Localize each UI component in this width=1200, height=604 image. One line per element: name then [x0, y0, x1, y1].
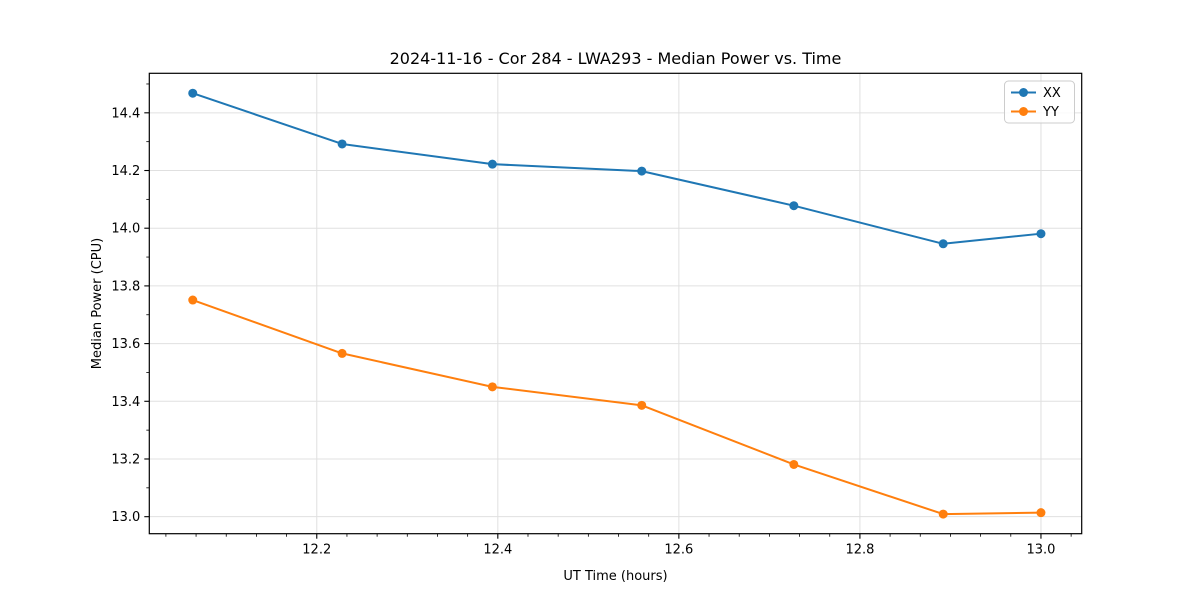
series-yy-line — [191, 299, 1042, 516]
series-xx-point — [1036, 229, 1046, 239]
x-tick-label: 13.0 — [1026, 543, 1055, 558]
axis-ticks — [144, 83, 1072, 539]
y-tick-label: 13.4 — [111, 395, 140, 410]
series-yy-point — [1036, 508, 1046, 518]
series-yy-point — [487, 382, 497, 392]
y-tick-label: 13.0 — [111, 510, 140, 525]
series-xx-point — [337, 139, 347, 149]
x-tick-label: 12.4 — [483, 543, 512, 558]
plot-border — [148, 72, 1083, 535]
legend-label-yy: YY — [1042, 105, 1059, 120]
series-yy-point — [789, 459, 799, 469]
x-axis-label: UT Time (hours) — [563, 569, 667, 584]
series-xx-point — [188, 88, 198, 98]
y-tick-label: 14.2 — [111, 164, 140, 179]
x-tick-label: 12.6 — [664, 543, 693, 558]
legend-item-yy: YY — [1011, 105, 1059, 120]
y-tick-label: 13.6 — [111, 337, 140, 352]
legend-label-xx: XX — [1043, 86, 1061, 101]
series-yy-point — [637, 400, 647, 410]
y-axis-label: Median Power (CPU) — [90, 238, 105, 369]
series-yy-point — [938, 509, 948, 519]
chart-title: 2024-11-16 - Cor 284 - LWA293 - Median P… — [390, 49, 842, 68]
series-xx-line — [191, 92, 1042, 245]
legend-item-xx: XX — [1011, 86, 1061, 101]
y-tick-label: 14.4 — [111, 106, 140, 121]
axis-tick-labels: 12.2 12.4 12.6 12.8 13.0 13.0 13.2 13.4 13.6 13.8… — [111, 106, 1055, 557]
y-tick-label: 13.2 — [111, 452, 140, 467]
series-yy-point — [188, 295, 198, 305]
series-yy-point — [337, 348, 347, 358]
y-tick-label: 13.8 — [111, 279, 140, 294]
legend: XX YY — [1004, 80, 1075, 124]
data-series — [188, 88, 1046, 519]
series-xx-point — [938, 239, 948, 249]
series-xx-point — [789, 201, 799, 211]
y-tick-label: 14.0 — [111, 222, 140, 237]
gridlines — [149, 73, 1082, 534]
legend-marker-xx — [1019, 88, 1028, 97]
legend-frame — [1004, 80, 1075, 124]
legend-marker-yy — [1019, 107, 1028, 116]
series-xx-point — [487, 159, 497, 169]
series-xx-point — [637, 166, 647, 176]
x-tick-label: 12.2 — [302, 543, 331, 558]
x-tick-label: 12.8 — [845, 543, 874, 558]
